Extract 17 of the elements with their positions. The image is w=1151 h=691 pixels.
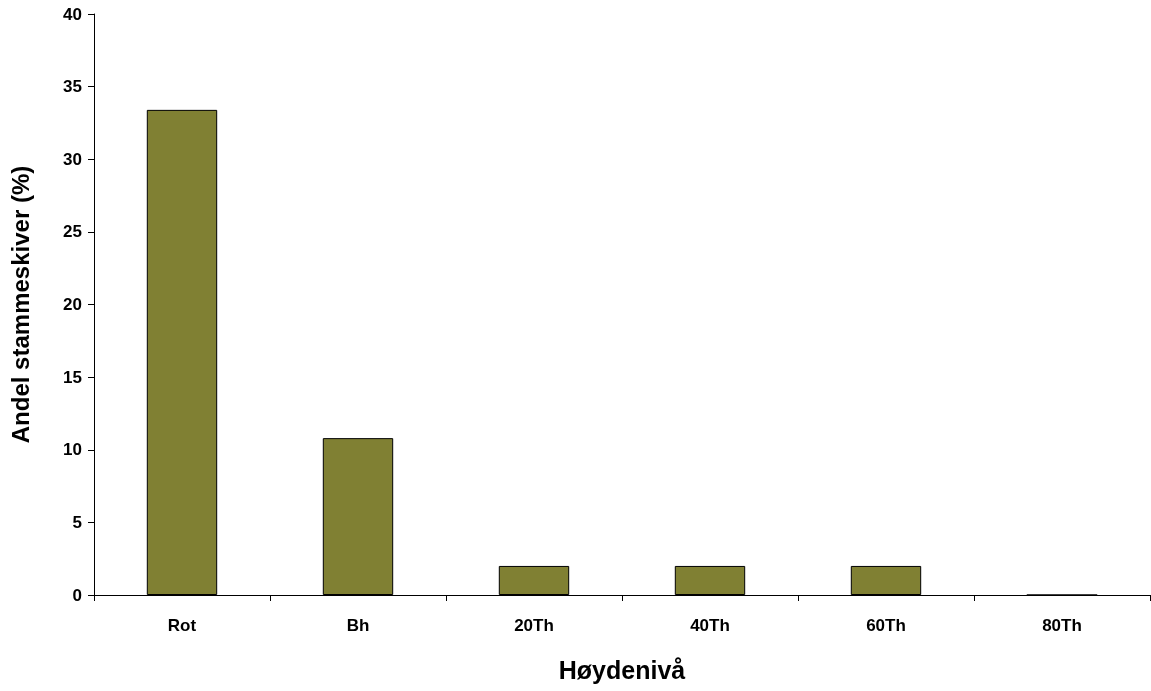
x-tick-label: 20Th [514, 616, 554, 635]
y-axis-title: Andel stammeskiver (%) [6, 165, 34, 444]
x-tick-label: 40Th [690, 616, 730, 635]
y-tick-label: 20 [63, 295, 82, 314]
x-tick-label: Rot [167, 616, 197, 635]
y-tick-label: 15 [63, 367, 82, 387]
x-tick-label: Bh [346, 616, 370, 635]
x-tick-label: 80Th [1042, 616, 1082, 635]
y-tick-label: 5 [72, 512, 82, 532]
y-tick-label: 30 [63, 149, 82, 169]
x-axis-title: Høydenivå [558, 655, 686, 684]
y-tick-label: 25 [63, 222, 82, 242]
y-tick-label: 35 [63, 77, 82, 97]
y-tick-label: 0 [72, 585, 82, 605]
y-tick-label: 10 [63, 440, 82, 460]
x-tick-label: 60Th [866, 616, 906, 635]
y-tick-label: 40 [63, 4, 82, 24]
